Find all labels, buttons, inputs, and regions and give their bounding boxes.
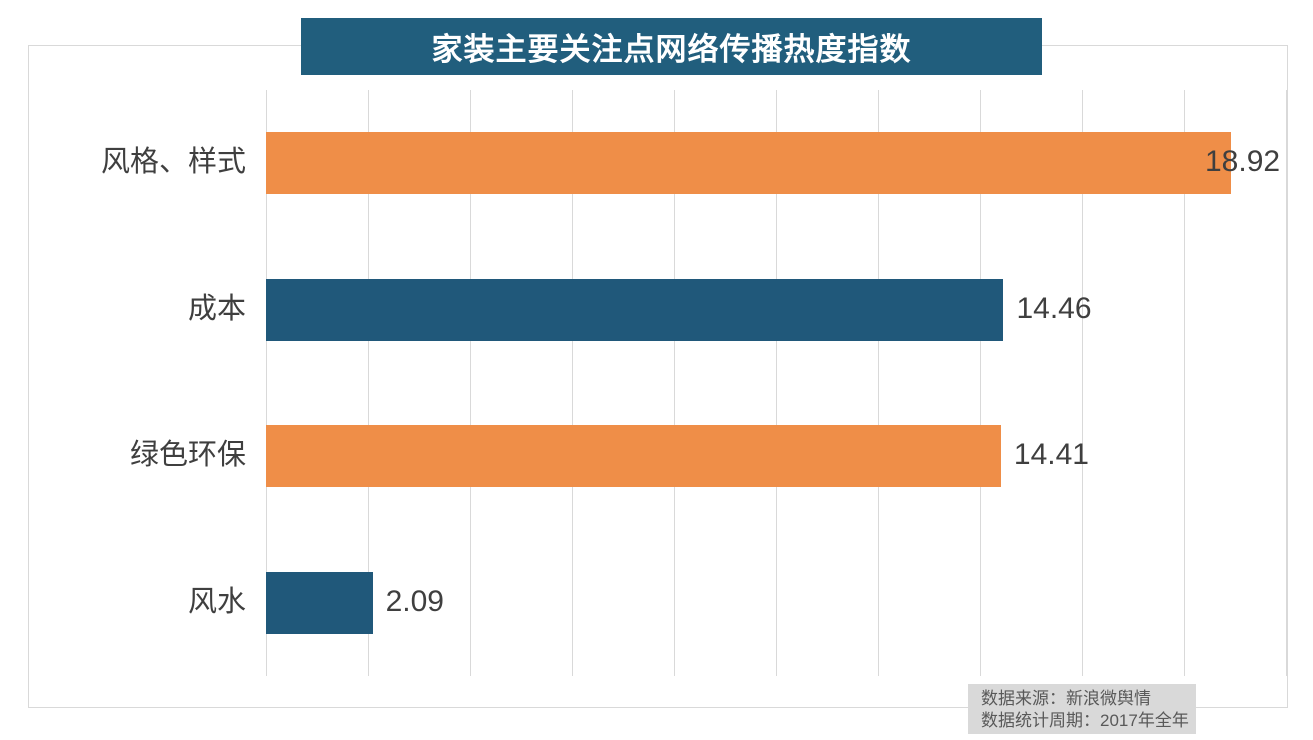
- bar-成本: [266, 278, 1004, 341]
- gridline: [469, 90, 471, 676]
- gridline: [1183, 90, 1185, 676]
- chart-title: 家装主要关注点网络传播热度指数: [431, 32, 912, 67]
- value-label: 18.92: [1205, 145, 1281, 179]
- value-label: 2.09: [385, 584, 444, 618]
- category-label: 风水: [187, 585, 246, 618]
- gridline: [673, 90, 675, 676]
- gridline: [775, 90, 777, 676]
- source-period-line: 数据统计周期：2017年全年: [981, 711, 1189, 730]
- gridline: [1081, 90, 1083, 676]
- gridline: [571, 90, 573, 676]
- category-label: 风格、样式: [100, 146, 246, 179]
- plot-area: 风格、样式 18.92 成本 14.46 绿色环保 14.41 风水 2.09: [101, 90, 1287, 676]
- value-label: 14.41: [1013, 438, 1089, 472]
- gridline: [367, 90, 369, 676]
- category-label: 成本: [187, 292, 246, 325]
- gridline: [265, 90, 267, 676]
- value-label: 14.46: [1016, 291, 1092, 325]
- source-note: 数据来源：新浪微舆情 数据统计周期：2017年全年: [968, 684, 1196, 734]
- bar-风水: [266, 571, 373, 634]
- bar-风格、样式: [266, 132, 1231, 195]
- source-line: 数据来源：新浪微舆情: [981, 689, 1151, 708]
- chart-title-box: 家装主要关注点网络传播热度指数: [301, 18, 1042, 75]
- gridline: [1285, 90, 1287, 676]
- gridline: [979, 90, 981, 676]
- bar-绿色环保: [266, 425, 1001, 488]
- category-label: 绿色环保: [129, 439, 246, 472]
- gridline: [877, 90, 879, 676]
